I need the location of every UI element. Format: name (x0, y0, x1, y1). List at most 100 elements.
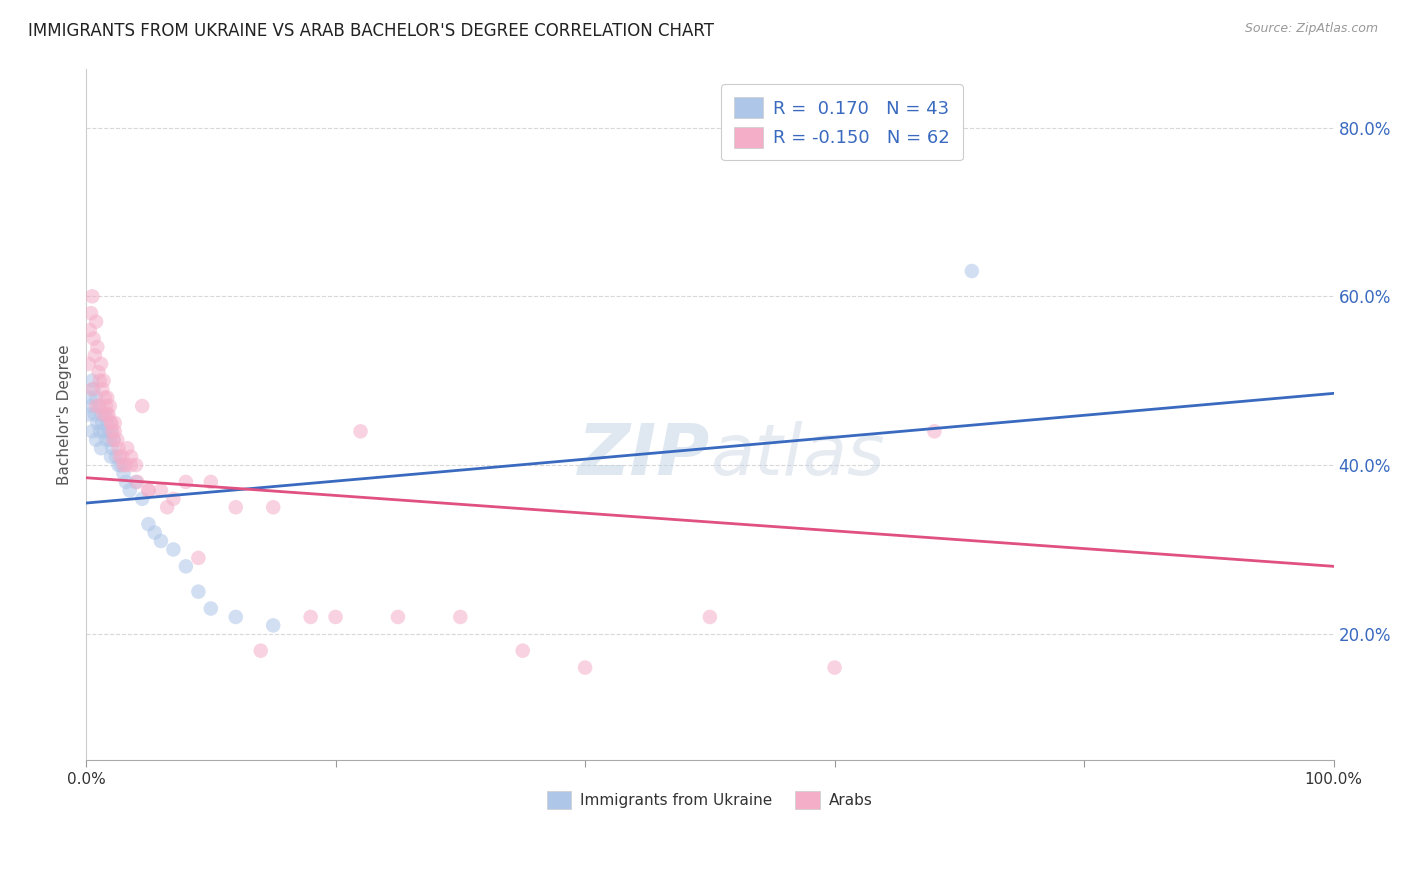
Point (83, 408, 105, 422)
Point (83, 382, 105, 396)
Point (93, 425, 115, 439)
Point (80, 399, 103, 413)
Point (162, 491, 184, 506)
Point (149, 483, 172, 498)
Point (112, 467, 135, 481)
Point (512, 643, 534, 657)
Point (101, 441, 124, 455)
Point (960, 264, 983, 278)
Point (143, 525, 166, 540)
Y-axis label: Bachelor's Degree: Bachelor's Degree (58, 344, 72, 484)
Point (127, 475, 149, 489)
Point (138, 517, 160, 532)
Point (79, 323, 101, 337)
Point (249, 643, 271, 657)
Point (174, 559, 197, 574)
Point (187, 584, 209, 599)
Point (79, 391, 101, 405)
Point (87, 365, 110, 379)
Point (187, 550, 209, 565)
Point (262, 500, 284, 515)
Point (90, 357, 112, 371)
Point (96, 391, 118, 405)
Point (84, 391, 107, 405)
Point (100, 416, 122, 430)
Point (125, 475, 148, 489)
Point (574, 660, 596, 674)
Point (325, 610, 347, 624)
Point (82, 289, 104, 303)
Point (449, 610, 471, 624)
Point (86, 416, 108, 430)
Point (77, 408, 100, 422)
Point (103, 433, 125, 447)
Point (200, 601, 222, 615)
Point (110, 458, 132, 472)
Point (84, 433, 107, 447)
Point (131, 399, 153, 413)
Point (96, 408, 118, 422)
Legend: Immigrants from Ukraine, Arabs: Immigrants from Ukraine, Arabs (541, 785, 879, 815)
Point (115, 458, 138, 472)
Point (100, 416, 122, 430)
Point (91, 416, 114, 430)
Point (91, 382, 114, 396)
Point (82, 382, 104, 396)
Point (89, 425, 111, 439)
Point (162, 542, 184, 557)
Point (100, 450, 122, 464)
Point (108, 450, 131, 464)
Point (174, 475, 197, 489)
Point (387, 610, 409, 624)
Point (101, 425, 124, 439)
Point (82, 374, 104, 388)
Point (120, 450, 142, 464)
Point (111, 450, 134, 464)
Point (112, 458, 135, 472)
Point (125, 458, 148, 472)
Point (924, 425, 946, 439)
Point (138, 483, 160, 498)
Point (299, 610, 322, 624)
Point (131, 491, 153, 506)
Point (96, 416, 118, 430)
Point (90, 408, 112, 422)
Point (94, 391, 117, 405)
Point (97, 425, 120, 439)
Point (93, 408, 115, 422)
Point (105, 433, 128, 447)
Point (83, 348, 105, 362)
Point (156, 500, 179, 515)
Point (104, 416, 127, 430)
Point (115, 475, 138, 489)
Text: Source: ZipAtlas.com: Source: ZipAtlas.com (1244, 22, 1378, 36)
Point (824, 660, 846, 674)
Point (103, 433, 125, 447)
Point (82, 425, 104, 439)
Point (97, 408, 120, 422)
Point (89, 399, 111, 413)
Point (105, 450, 128, 464)
Point (107, 441, 129, 455)
Point (93, 374, 115, 388)
Point (699, 610, 721, 624)
Text: ZIP: ZIP (578, 421, 710, 491)
Point (149, 534, 172, 549)
Point (98, 433, 121, 447)
Point (107, 458, 129, 472)
Point (98, 399, 121, 413)
Point (84, 315, 107, 329)
Text: IMMIGRANTS FROM UKRAINE VS ARAB BACHELOR'S DEGREE CORRELATION CHART: IMMIGRANTS FROM UKRAINE VS ARAB BACHELOR… (28, 22, 714, 40)
Point (262, 618, 284, 632)
Point (77, 357, 100, 371)
Point (104, 425, 127, 439)
Point (200, 475, 222, 489)
Point (100, 425, 122, 439)
Point (225, 610, 247, 624)
Point (90, 441, 112, 455)
Point (83, 332, 105, 346)
Point (225, 500, 247, 515)
Point (89, 374, 111, 388)
Point (86, 340, 108, 354)
Point (94, 408, 117, 422)
